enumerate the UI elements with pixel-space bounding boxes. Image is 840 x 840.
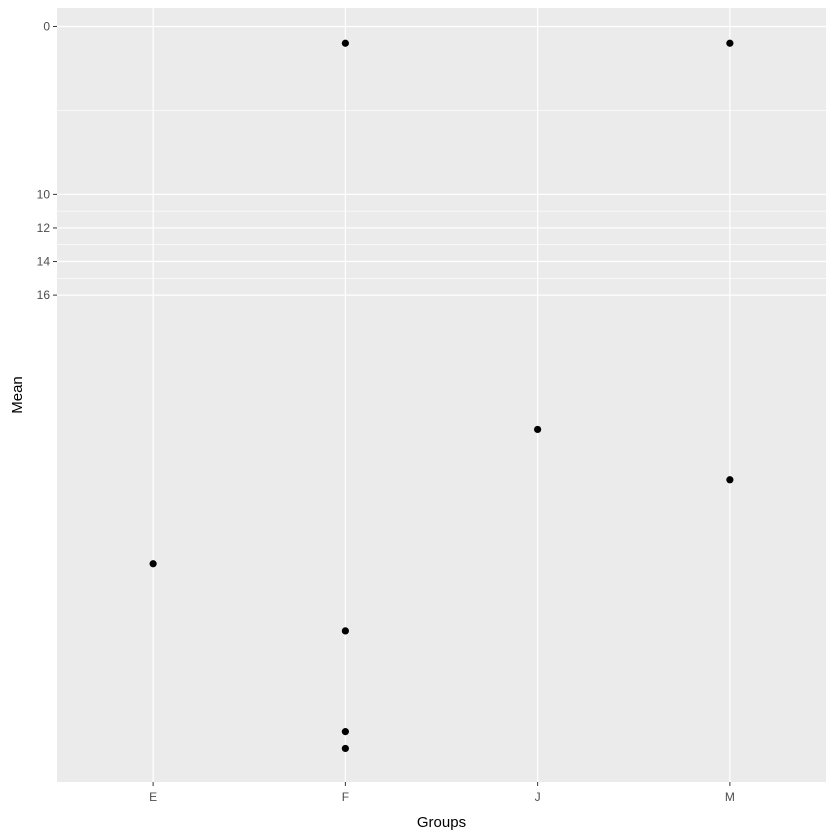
y-axis: 0 10 12 14 16 — [37, 19, 57, 302]
x-axis-title: Groups — [417, 814, 466, 831]
y-tick-label: 14 — [37, 255, 51, 269]
data-points — [149, 39, 734, 753]
x-tick-label: F — [342, 790, 349, 804]
y-tick-label: 12 — [37, 221, 51, 235]
y-tick-label: 10 — [37, 187, 51, 201]
data-point — [341, 39, 349, 47]
data-point — [341, 627, 349, 635]
plot-panel — [57, 8, 826, 782]
y-tick-label: 16 — [37, 288, 51, 302]
data-point — [341, 744, 349, 753]
x-gridlines — [152, 8, 731, 782]
x-tick-label: M — [725, 790, 735, 804]
data-point — [534, 425, 542, 434]
y-tick-label: 0 — [43, 19, 50, 33]
data-point — [726, 476, 734, 484]
y-axis-title: Mean — [9, 376, 26, 414]
data-point — [726, 39, 734, 47]
data-point — [341, 728, 349, 736]
x-tick-label: J — [535, 790, 541, 804]
y-gridlines — [57, 25, 826, 296]
data-point — [149, 560, 157, 568]
x-tick-label: E — [149, 790, 157, 804]
